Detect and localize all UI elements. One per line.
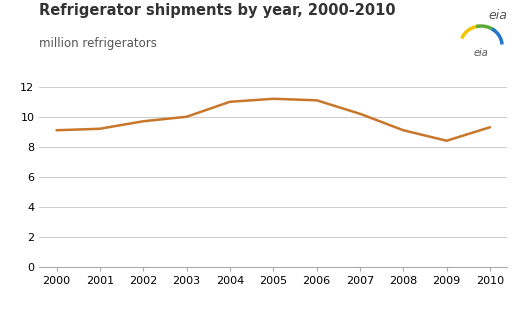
Text: eia: eia [488,9,507,22]
Text: Refrigerator shipments by year, 2000-2010: Refrigerator shipments by year, 2000-201… [39,3,396,18]
Text: million refrigerators: million refrigerators [39,37,157,50]
Text: eia: eia [474,48,488,58]
